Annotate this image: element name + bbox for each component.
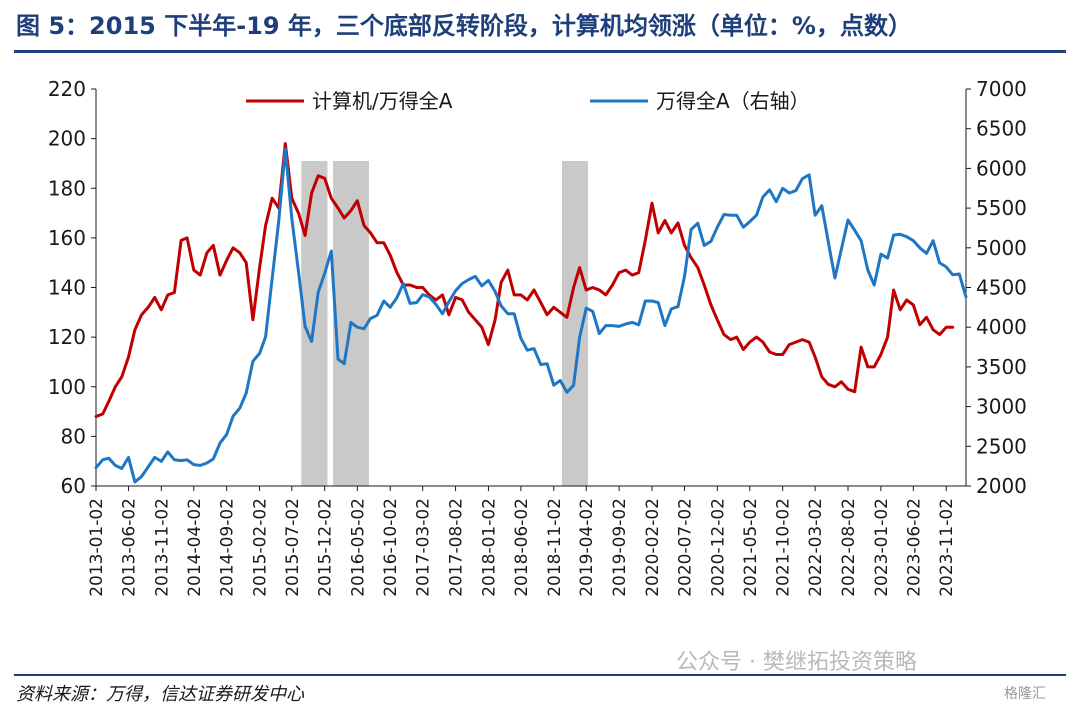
right-tick-label: 6500 <box>976 117 1027 141</box>
series-lines <box>94 142 968 484</box>
x-tick-label: 2015-12-02 <box>316 498 336 597</box>
right-tick-label: 4000 <box>976 315 1027 339</box>
right-tick-label: 3000 <box>976 395 1027 419</box>
series-line-ratio <box>94 142 955 418</box>
right-tick-label: 4500 <box>976 276 1027 300</box>
x-tick-label: 2021-10-02 <box>774 498 794 597</box>
x-tick-label: 2018-01-02 <box>479 498 499 597</box>
left-tick-label: 160 <box>48 226 86 250</box>
legend-label-red: 计算机/万得全A <box>312 89 453 113</box>
x-tick-label: 2015-07-02 <box>283 498 303 597</box>
left-tick-label: 100 <box>48 375 86 399</box>
x-tick-label: 2014-09-02 <box>218 498 238 597</box>
x-tick-label: 2016-10-02 <box>381 498 401 597</box>
x-tick-label: 2014-04-02 <box>185 498 205 597</box>
x-tick-label: 2019-09-02 <box>610 498 630 597</box>
x-tick-label: 2020-12-02 <box>708 498 728 597</box>
figure-title: 图 5：2015 下半年-19 年，三个底部反转阶段，计算机均领涨（单位：%，点… <box>16 12 912 40</box>
left-tick-label: 140 <box>48 276 86 300</box>
series-line-index <box>94 147 968 484</box>
x-tick-label: 2020-02-02 <box>643 498 663 597</box>
x-tick-label: 2013-06-02 <box>119 498 139 597</box>
shaded-periods <box>301 161 588 486</box>
left-tick-label: 180 <box>48 176 86 200</box>
x-tick-label: 2016-05-02 <box>348 498 368 597</box>
chart: 60 80 100 120 140 160 180 200 220 2000 2500 3000 350… <box>48 77 1027 597</box>
left-tick-label: 60 <box>61 474 86 498</box>
x-tick-label: 2015-02-02 <box>251 498 271 597</box>
x-tick-label: 2017-08-02 <box>447 498 467 597</box>
x-tick-label: 2018-11-02 <box>545 498 565 597</box>
legend-label-blue: 万得全A（右轴） <box>656 89 810 113</box>
right-tick-label: 6000 <box>976 156 1027 180</box>
x-tick-label: 2021-05-02 <box>741 498 761 597</box>
right-tick-label: 2000 <box>976 474 1027 498</box>
right-tick-label: 5000 <box>976 236 1027 260</box>
axes: 60 80 100 120 140 160 180 200 220 2000 2500 3000 350… <box>48 77 1027 597</box>
right-tick-label: 7000 <box>976 77 1027 101</box>
right-tick-label: 5500 <box>976 196 1027 220</box>
x-tick-label: 2023-11-02 <box>937 498 957 597</box>
left-tick-label: 120 <box>48 325 86 349</box>
x-tick-label: 2023-06-02 <box>904 498 924 597</box>
source-note: 资料来源：万得，信达证券研发中心 <box>16 684 304 705</box>
x-tick-label: 2013-01-02 <box>87 498 107 597</box>
x-tick-label: 2019-04-02 <box>577 498 597 597</box>
right-tick-label: 3500 <box>976 355 1027 379</box>
x-tick-label: 2023-01-02 <box>872 498 892 597</box>
x-tick-label: 2022-08-02 <box>839 498 859 597</box>
left-tick-label: 200 <box>48 127 86 151</box>
legend: 计算机/万得全A 万得全A（右轴） <box>246 89 810 113</box>
x-tick-label: 2022-03-02 <box>806 498 826 597</box>
title-rule <box>14 50 1066 53</box>
x-tick-label: 2013-11-02 <box>152 498 172 597</box>
watermark-badge: 格隆汇 <box>1004 686 1046 702</box>
watermark: 公众号 · 樊继拓投资策略 <box>676 650 917 675</box>
x-tick-label: 2020-07-02 <box>675 498 695 597</box>
right-tick-label: 2500 <box>976 434 1027 458</box>
x-tick-label: 2017-03-02 <box>414 498 434 597</box>
left-tick-label: 220 <box>48 77 86 101</box>
left-tick-label: 80 <box>61 424 86 448</box>
x-tick-label: 2018-06-02 <box>512 498 532 597</box>
bottom-rule <box>14 674 1066 676</box>
